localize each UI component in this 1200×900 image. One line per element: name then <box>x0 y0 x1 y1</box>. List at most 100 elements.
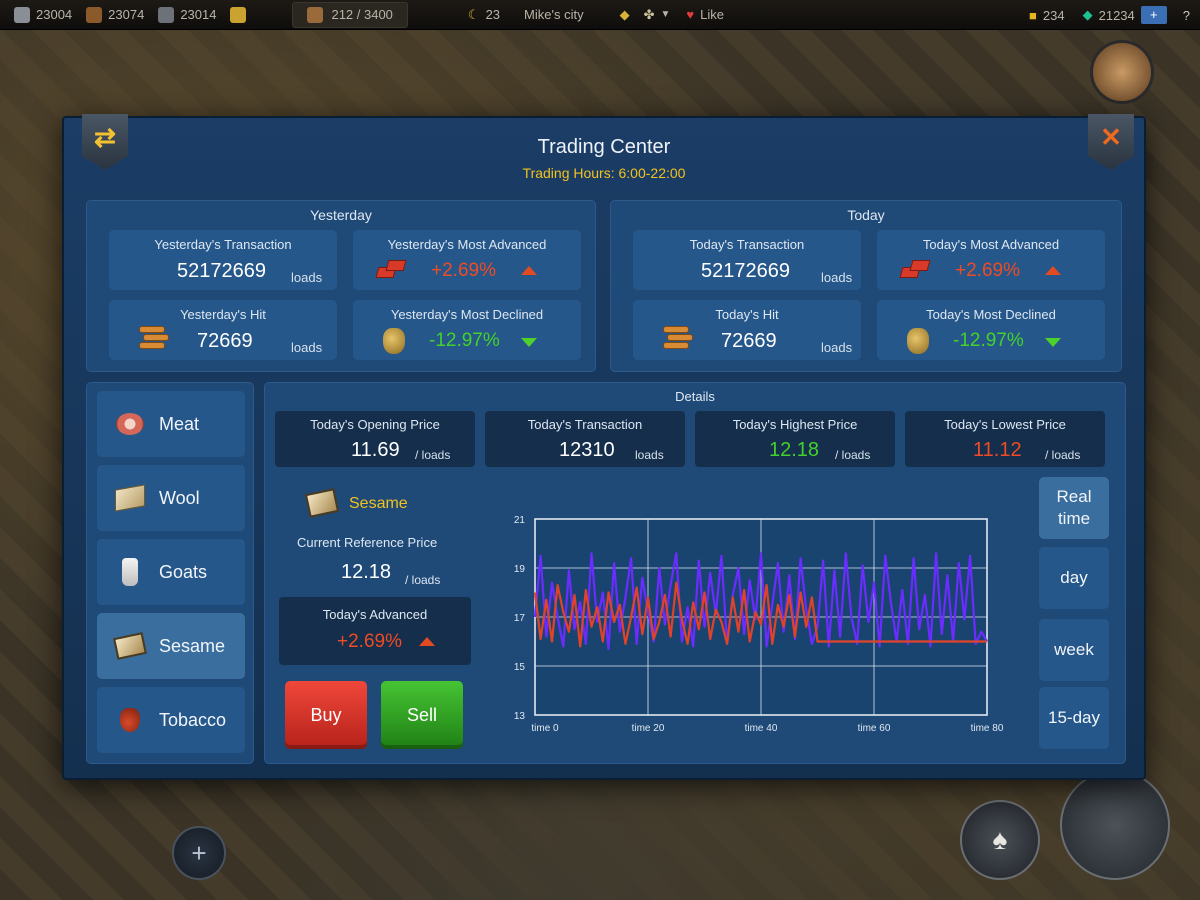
today-hit-card: Today's Hit 72669 loads <box>633 300 861 360</box>
yesterday-transaction-card: Yesterday's Transaction 52172669 loads <box>109 230 337 290</box>
details-heading: Details <box>675 389 715 404</box>
goods-item-wool[interactable]: Wool <box>97 465 245 531</box>
goods-item-label: Wool <box>159 487 200 508</box>
trading-center-dialog: ⇄ ✕ Trading Center Trading Hours: 6:00-2… <box>62 114 1146 780</box>
up-arrow-icon <box>1045 266 1061 275</box>
goods-item-sesame[interactable]: Sesame <box>97 613 245 679</box>
goods-item-label: Goats <box>159 561 208 582</box>
tools-icon: ✤ <box>643 6 655 22</box>
lumber-icon <box>663 326 695 350</box>
x-tick-label: time 40 <box>745 723 778 734</box>
yesterday-hit-unit: loads <box>291 340 323 355</box>
today-declined-title: Today's Most Declined <box>926 307 1056 322</box>
today-heading: Today <box>847 207 885 223</box>
currency-area: ■ 234 ◆ 21234 + ? <box>1029 0 1190 30</box>
series-line-purple <box>533 552 988 650</box>
resource-stone-value: 23004 <box>36 7 73 22</box>
resource-iron: 23014 <box>158 6 216 23</box>
iron-icon <box>158 6 175 23</box>
yesterday-advanced-value: +2.69% <box>431 260 496 281</box>
lowest-price-value: 11.12 <box>973 439 1022 461</box>
harvest-icon: ◆ <box>619 6 630 22</box>
opening-price-unit: / loads <box>415 448 451 462</box>
yesterday-declined-value: -12.97% <box>429 330 500 351</box>
goods-item-label: Sesame <box>159 635 226 656</box>
x-tick-label: time 0 <box>531 723 559 734</box>
details-transaction-title: Today's Transaction <box>527 417 643 432</box>
yesterday-section: Yesterday Yesterday's Transaction 521726… <box>86 200 596 372</box>
chevron-down-icon: ▼ <box>660 9 671 20</box>
goods-item-label: Tobacco <box>159 709 227 730</box>
down-arrow-icon <box>1045 338 1061 347</box>
sesame-icon <box>304 488 340 518</box>
lowest-price-title: Today's Lowest Price <box>944 417 1066 432</box>
population-icon <box>307 6 324 23</box>
lowest-price-unit: / loads <box>1045 448 1081 462</box>
today-transaction-card: Today's Transaction 52172669 loads <box>633 230 861 290</box>
today-transaction-unit: loads <box>821 270 853 285</box>
like-button[interactable]: ♥ Like <box>686 7 724 22</box>
world-map-button[interactable] <box>1060 770 1170 880</box>
moon-icon: ☾ <box>467 6 480 22</box>
sesame-icon <box>113 629 147 663</box>
stone-icon <box>14 6 30 23</box>
add-map-button[interactable]: + <box>172 826 226 880</box>
city-name[interactable]: Mike's city <box>524 7 584 22</box>
range-day-button[interactable]: day <box>1039 547 1109 609</box>
advisor-avatar[interactable] <box>1090 40 1154 104</box>
add-gems-button[interactable]: + <box>1140 6 1167 24</box>
today-declined-value: -12.97% <box>953 330 1024 351</box>
selected-good-name: Sesame <box>349 495 408 512</box>
trading-hours: Trading Hours: 6:00-22:00 <box>522 165 686 181</box>
tools-dropdown[interactable]: ✤ ▼ <box>644 7 671 23</box>
population-box[interactable]: 212 / 3400 <box>292 1 408 28</box>
gold-value: 234 <box>1042 7 1065 23</box>
sell-button[interactable]: Sell <box>381 681 463 749</box>
range-week-button[interactable]: week <box>1039 619 1109 681</box>
refresh-icon: ⇄ <box>94 121 116 152</box>
down-arrow-icon <box>521 338 537 347</box>
build-shovel-button[interactable]: ♠ <box>960 800 1040 880</box>
today-declined-card: Today's Most Declined -12.97% <box>877 300 1105 360</box>
help-icon[interactable]: ? <box>1182 7 1190 23</box>
details-section: Details Today's Opening Price 11.69 / lo… <box>264 382 1126 764</box>
yesterday-transaction-title: Yesterday's Transaction <box>154 237 292 252</box>
up-arrow-icon <box>521 266 537 275</box>
goods-item-tobacco[interactable]: Tobacco <box>97 687 245 753</box>
resource-wood-value: 23074 <box>108 7 145 22</box>
today-hit-unit: loads <box>821 340 853 355</box>
range-realtime-button[interactable]: Real time <box>1039 477 1109 539</box>
harvest-button[interactable]: ◆ <box>620 7 630 23</box>
opening-price-card: Today's Opening Price 11.69 / loads <box>275 411 475 467</box>
y-tick-label: 17 <box>514 613 526 624</box>
details-transaction-value: 12310 <box>559 439 615 461</box>
today-hit-title: Today's Hit <box>715 307 779 322</box>
goods-list: Meat Wool Goats Sesame Tobacco <box>86 382 254 764</box>
x-tick-label: time 20 <box>632 723 665 734</box>
resource-stone: 23004 <box>14 6 73 23</box>
goods-item-goats[interactable]: Goats <box>97 539 245 605</box>
highest-price-value: 12.18 <box>769 439 820 461</box>
y-tick-label: 15 <box>514 662 526 673</box>
dialog-title: Trading Center <box>537 136 671 158</box>
opening-price-title: Today's Opening Price <box>310 417 440 432</box>
moon-count-value: 23 <box>485 7 501 22</box>
buy-button[interactable]: Buy <box>285 681 367 749</box>
highest-price-unit: / loads <box>835 448 871 462</box>
reference-price-value: 12.18 <box>341 561 392 583</box>
range-realtime-label: Real time <box>1056 487 1092 528</box>
yesterday-declined-title: Yesterday's Most Declined <box>390 307 544 322</box>
tobacco-pipe-icon <box>113 703 147 737</box>
x-tick-label: time 80 <box>971 723 1004 734</box>
up-arrow-icon <box>419 637 435 646</box>
y-tick-label: 13 <box>514 711 526 722</box>
range-15day-button[interactable]: 15-day <box>1039 687 1109 749</box>
today-advanced-value: +2.69% <box>955 260 1020 281</box>
lowest-price-card: Today's Lowest Price 11.12 / loads <box>905 411 1105 467</box>
highest-price-card: Today's Highest Price 12.18 / loads <box>695 411 895 467</box>
resource-wood: 23074 <box>86 6 145 23</box>
jar-icon <box>907 328 929 354</box>
goods-item-meat[interactable]: Meat <box>97 391 245 457</box>
meat-icon <box>113 407 147 441</box>
today-hit-value: 72669 <box>721 330 777 352</box>
